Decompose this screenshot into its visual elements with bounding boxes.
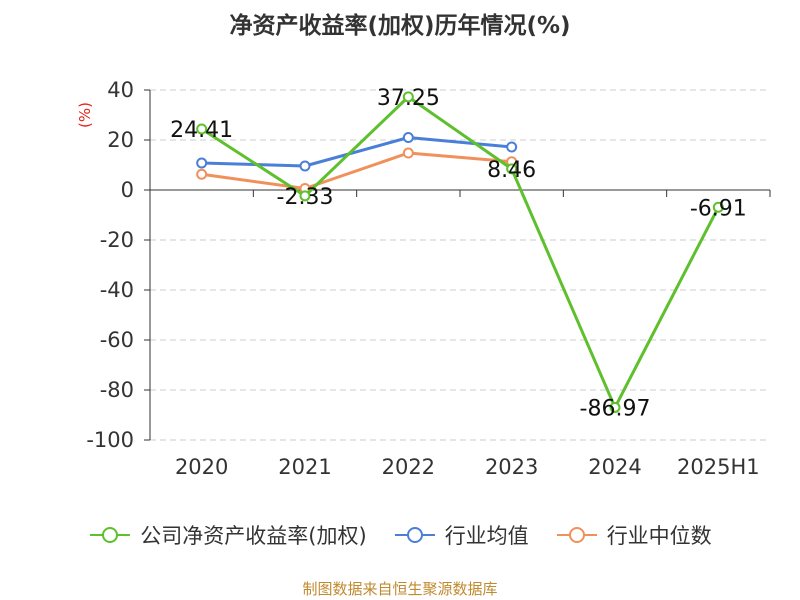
y-tick-label: -20 bbox=[100, 228, 134, 252]
y-tick-label: -80 bbox=[100, 378, 134, 402]
data-label: 37.25 bbox=[377, 86, 440, 111]
x-tick-label: 2020 bbox=[175, 455, 228, 479]
data-label: -86.97 bbox=[580, 396, 651, 421]
x-tick-label: 2023 bbox=[485, 455, 538, 479]
y-tick-label: 0 bbox=[121, 178, 134, 202]
data-point bbox=[506, 141, 518, 153]
legend-label-industry-median: 行业中位数 bbox=[606, 524, 712, 548]
data-point bbox=[196, 123, 208, 135]
series-line bbox=[201, 136, 512, 168]
y-tick-label: -40 bbox=[100, 278, 134, 302]
x-tick-label: 2021 bbox=[278, 455, 331, 479]
data-point bbox=[402, 91, 414, 103]
data-label: 24.41 bbox=[170, 118, 233, 143]
data-point bbox=[712, 201, 724, 213]
series-line bbox=[201, 151, 512, 190]
data-label: 8.46 bbox=[487, 158, 536, 183]
data-point bbox=[299, 190, 311, 202]
legend-item-industry-mean[interactable]: 行业均值 bbox=[393, 520, 529, 550]
y-tick-label: -60 bbox=[100, 328, 134, 352]
legend-marker-industry-mean bbox=[394, 527, 435, 543]
x-tick-label: 2022 bbox=[382, 455, 435, 479]
data-point bbox=[196, 157, 208, 169]
legend-item-industry-median[interactable]: 行业中位数 bbox=[555, 520, 712, 550]
series-line bbox=[200, 95, 720, 409]
y-tick-label: 40 bbox=[107, 78, 134, 102]
legend-item-company[interactable]: 公司净资产收益率(加权) bbox=[88, 520, 367, 550]
data-point bbox=[609, 401, 621, 413]
chart-title: 净资产收益率(加权)历年情况(%) bbox=[229, 13, 571, 39]
y-tick-label: -100 bbox=[86, 428, 134, 452]
data-label: -2.33 bbox=[277, 185, 334, 210]
data-source-note: 制图数据来自恒生聚源数据库 bbox=[302, 580, 498, 598]
legend-marker-industry-median bbox=[556, 527, 597, 543]
data-point bbox=[506, 163, 518, 175]
y-tick-label: 20 bbox=[107, 128, 134, 152]
data-point bbox=[196, 168, 208, 180]
legend-marker-company bbox=[90, 527, 131, 543]
data-point bbox=[402, 132, 414, 143]
legend: 公司净资产收益率(加权) 行业均值 行业中位数 bbox=[0, 520, 800, 550]
legend-label-industry-mean: 行业均值 bbox=[444, 524, 529, 548]
x-tick-label: 2025H1 bbox=[677, 455, 760, 479]
data-point bbox=[402, 147, 414, 159]
x-tick-label: 2024 bbox=[588, 455, 641, 479]
data-label: -6.91 bbox=[690, 196, 747, 221]
legend-label-company: 公司净资产收益率(加权) bbox=[140, 524, 367, 548]
data-point bbox=[299, 160, 311, 172]
